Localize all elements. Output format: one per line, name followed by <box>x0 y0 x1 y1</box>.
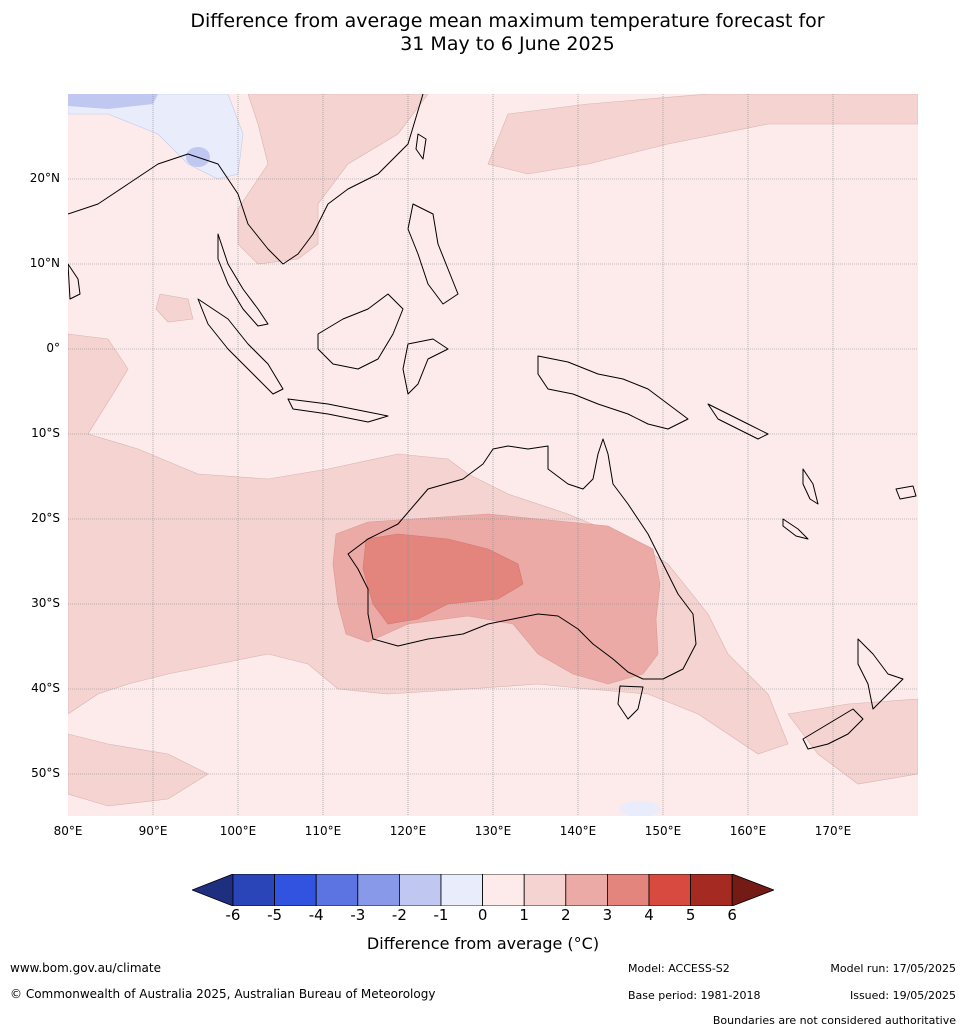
malay-peninsula-coastline <box>217 233 269 327</box>
colorbar-box <box>482 874 525 906</box>
colorbar-tick-label: 0 <box>477 906 488 924</box>
lon-label-80e: 80°E <box>53 824 83 838</box>
colorbar-extend-low <box>192 874 234 906</box>
footer-website: www.bom.gov.au/climate <box>10 961 161 975</box>
lon-label-110e: 110°E <box>304 824 342 838</box>
colorbar-box <box>357 874 400 906</box>
colorbar-tick-label: 5 <box>685 906 696 924</box>
forecast-map <box>68 94 918 816</box>
lat-label-10n: 10°N <box>29 256 60 270</box>
taiwan-coastline <box>415 133 427 160</box>
colorbar-box <box>523 874 567 906</box>
lon-label-150e: 150°E <box>644 824 682 838</box>
anomaly-field-3-4 <box>362 533 524 625</box>
fiji-coastline <box>895 485 917 500</box>
footer-issued: Issued: 19/05/2025 <box>849 989 956 1002</box>
lat-label-10s: 10°S <box>31 426 60 440</box>
lat-label-50s: 50°S <box>31 766 60 780</box>
map-canvas <box>68 94 918 816</box>
lon-label-140e: 140°E <box>559 824 597 838</box>
tasmania-coastline <box>617 685 644 720</box>
vanuatu-coastline <box>802 468 819 505</box>
colorbar-tick-label: 4 <box>644 906 654 924</box>
colorbar-tick-label: 3 <box>602 906 613 924</box>
title-line-1: Difference from average mean maximum tem… <box>190 10 825 32</box>
new-zealand-south-island <box>802 708 864 750</box>
java-coastline <box>287 398 389 423</box>
sumatra-coastline <box>197 298 284 395</box>
sri-lanka-coastline <box>68 263 81 300</box>
colorbar-tick-label: 1 <box>519 906 529 924</box>
lon-label-130e: 130°E <box>474 824 512 838</box>
colorbar-box <box>440 874 483 906</box>
lat-label-20n: 20°N <box>29 171 60 185</box>
footer-model: Model: ACCESS-S2 <box>628 962 730 975</box>
graticule <box>68 94 918 816</box>
lat-label-20s: 20°S <box>31 511 60 525</box>
colorbar-tick-label: 6 <box>727 906 737 924</box>
new-caledonia-coastline <box>782 518 809 540</box>
colorbar-tick-label: -3 <box>350 906 366 924</box>
coastlines <box>68 94 917 750</box>
colorbar <box>192 874 774 906</box>
colorbar-tick-label: -1 <box>433 906 449 924</box>
anomaly-field-neg1-0-spot <box>620 801 660 816</box>
pacific-islands-coastline <box>707 403 769 440</box>
footer-disclaimer: Boundaries are not considered authoritat… <box>712 1014 956 1027</box>
colorbar-box <box>232 874 275 906</box>
lon-label-120e: 120°E <box>389 824 427 838</box>
lat-label-0: 0° <box>46 341 60 355</box>
colorbar-extend-high <box>731 874 774 906</box>
colorbar-tick-label: -4 <box>308 906 324 924</box>
map-title: Difference from average mean maximum tem… <box>0 10 965 56</box>
colorbar-box <box>648 874 691 906</box>
lat-label-30s: 30°S <box>31 596 60 610</box>
colorbar-box <box>398 874 442 906</box>
colorbar-box <box>565 874 608 906</box>
lon-label-160e: 160°E <box>729 824 767 838</box>
colorbar-box <box>315 874 359 906</box>
colorbar-tick-label: -5 <box>267 906 283 924</box>
colorbar-box <box>606 874 650 906</box>
lon-label-90e: 90°E <box>138 824 168 838</box>
lon-label-100e: 100°E <box>219 824 257 838</box>
footer-base-period: Base period: 1981-2018 <box>628 989 761 1002</box>
sulawesi-coastline <box>402 338 449 395</box>
new-zealand-north-island <box>857 638 904 710</box>
lat-label-40s: 40°S <box>31 681 60 695</box>
borneo-coastline <box>317 293 404 370</box>
colorbar-label: Difference from average (°C) <box>366 934 600 953</box>
colorbar-tick-label: -2 <box>391 906 407 924</box>
colorbar-tick-label: -6 <box>225 906 241 924</box>
colorbar-tick-label: 2 <box>561 906 571 924</box>
colorbar-box <box>274 874 317 906</box>
australia-coastline <box>347 438 697 680</box>
new-guinea-coastline <box>537 355 689 430</box>
mainland-asia-coastline <box>68 94 424 265</box>
title-line-2: 31 May to 6 June 2025 <box>400 33 615 55</box>
anomaly-field-neg2-neg1 <box>68 94 158 109</box>
lon-label-170e: 170°E <box>814 824 852 838</box>
colorbar-box <box>690 874 733 906</box>
footer-copyright: © Commonwealth of Australia 2025, Austra… <box>10 987 436 1001</box>
philippines-coastline <box>407 203 459 305</box>
footer-model-run: Model run: 17/05/2025 <box>830 962 956 975</box>
